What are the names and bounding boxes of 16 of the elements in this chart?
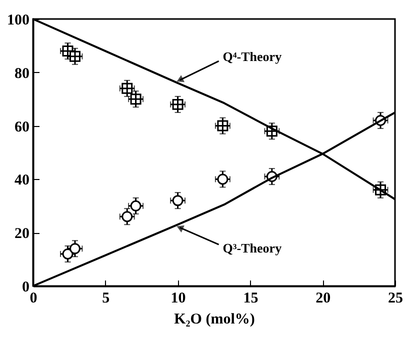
x-tick-label: 15 <box>243 290 258 306</box>
y-tick-label: 100 <box>7 12 30 28</box>
point <box>217 174 228 185</box>
y-tick-label: 40 <box>14 172 30 189</box>
y-tick-label: 0 <box>22 280 30 296</box>
x-tick-label: 5 <box>102 290 110 306</box>
y-tick-label: 60 <box>14 119 30 136</box>
y-tick-label: 80 <box>14 66 30 82</box>
text: Q⁴-Theory <box>222 49 282 64</box>
point <box>172 195 184 206</box>
x-tick-label: 10 <box>170 290 186 306</box>
x-axis-title: K₂O (mol%) <box>174 312 255 328</box>
x-tick-label: 20 <box>316 290 331 306</box>
x-tick-label: 25 <box>388 290 403 306</box>
y-tick-label: 20 <box>14 226 30 242</box>
text: Q³-Theory <box>222 240 282 256</box>
